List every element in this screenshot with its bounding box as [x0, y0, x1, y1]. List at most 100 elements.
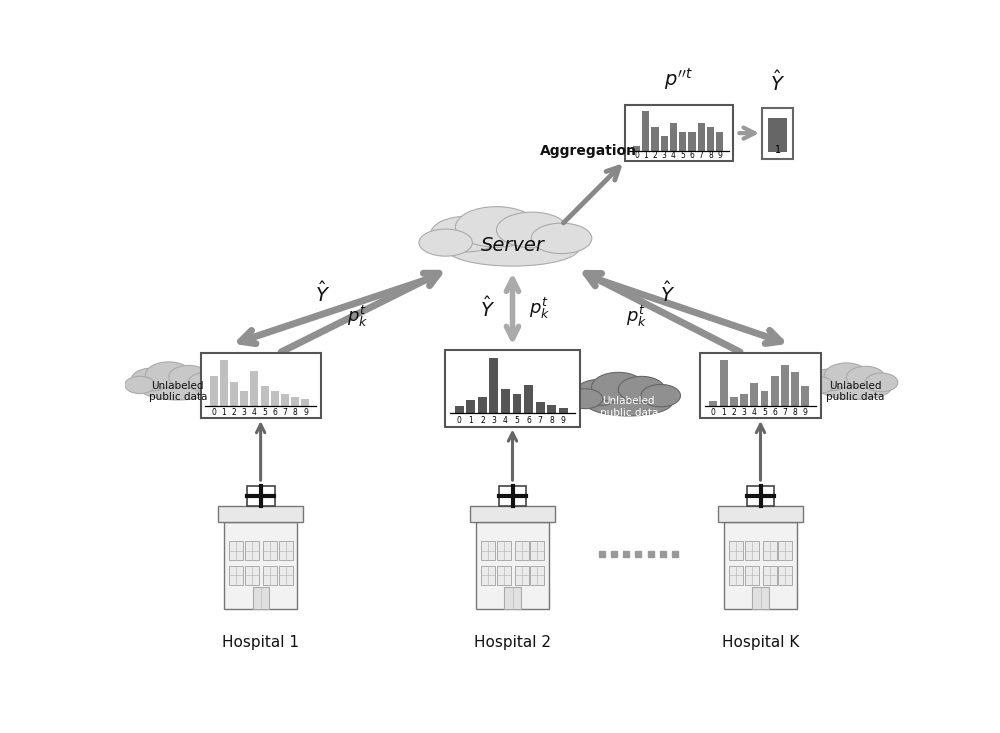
Bar: [679, 132, 686, 151]
Text: 9: 9: [561, 416, 566, 425]
Bar: [709, 401, 717, 407]
Ellipse shape: [824, 363, 869, 388]
Bar: [210, 376, 218, 407]
Ellipse shape: [805, 377, 833, 394]
FancyBboxPatch shape: [729, 541, 743, 561]
Ellipse shape: [169, 366, 209, 388]
Ellipse shape: [496, 212, 568, 248]
Ellipse shape: [140, 377, 215, 400]
FancyBboxPatch shape: [253, 586, 269, 609]
Text: 2: 2: [731, 408, 736, 417]
Text: 7: 7: [283, 408, 287, 417]
Bar: [271, 391, 279, 407]
Text: 8: 8: [293, 408, 298, 417]
Text: 1: 1: [774, 144, 781, 155]
Text: $\hat{Y}$: $\hat{Y}$: [660, 281, 675, 306]
FancyBboxPatch shape: [747, 486, 774, 507]
FancyBboxPatch shape: [515, 566, 529, 585]
FancyBboxPatch shape: [247, 486, 275, 507]
Bar: [698, 122, 705, 151]
Text: 0: 0: [211, 408, 216, 417]
Ellipse shape: [575, 380, 622, 405]
Bar: [536, 402, 545, 413]
FancyBboxPatch shape: [263, 566, 277, 585]
FancyBboxPatch shape: [476, 522, 549, 609]
FancyBboxPatch shape: [724, 522, 797, 609]
Text: 6: 6: [272, 408, 277, 417]
Ellipse shape: [592, 372, 645, 402]
FancyBboxPatch shape: [497, 566, 511, 585]
Bar: [547, 405, 556, 413]
Text: 1: 1: [221, 408, 226, 417]
FancyBboxPatch shape: [530, 541, 544, 561]
Text: 4: 4: [252, 408, 257, 417]
Text: Hospital K: Hospital K: [722, 635, 799, 649]
FancyBboxPatch shape: [762, 108, 793, 158]
Text: 1: 1: [469, 416, 473, 425]
Bar: [771, 376, 779, 407]
FancyBboxPatch shape: [245, 541, 259, 561]
Ellipse shape: [585, 389, 672, 416]
FancyBboxPatch shape: [778, 541, 792, 561]
FancyBboxPatch shape: [470, 507, 555, 522]
Ellipse shape: [419, 229, 472, 256]
FancyBboxPatch shape: [499, 486, 526, 507]
Text: Unlabeled
public data: Unlabeled public data: [600, 396, 658, 418]
Text: Unlabeled
public data: Unlabeled public data: [826, 381, 884, 402]
Bar: [281, 394, 289, 407]
Text: 8: 8: [793, 408, 797, 417]
Text: 9: 9: [303, 408, 308, 417]
Text: 7: 7: [538, 416, 542, 425]
Text: 5: 5: [680, 151, 685, 161]
Text: 4: 4: [671, 151, 676, 161]
Text: 4: 4: [752, 408, 757, 417]
Bar: [642, 111, 649, 151]
Text: $p''^t$: $p''^t$: [664, 67, 694, 92]
Bar: [791, 372, 799, 407]
Bar: [801, 386, 809, 407]
FancyBboxPatch shape: [745, 566, 759, 585]
Text: Unlabeled
public data: Unlabeled public data: [149, 381, 207, 402]
Bar: [466, 400, 475, 413]
FancyBboxPatch shape: [224, 522, 297, 609]
Text: 6: 6: [690, 151, 694, 161]
FancyBboxPatch shape: [229, 566, 243, 585]
Bar: [559, 408, 568, 413]
Bar: [633, 146, 640, 151]
Bar: [220, 360, 228, 407]
Text: 5: 5: [262, 408, 267, 417]
Ellipse shape: [865, 373, 898, 391]
Ellipse shape: [145, 362, 192, 388]
Text: 9: 9: [803, 408, 808, 417]
Text: 3: 3: [492, 416, 496, 425]
Bar: [768, 118, 787, 152]
Text: 0: 0: [711, 408, 716, 417]
Text: 0: 0: [457, 416, 462, 425]
FancyBboxPatch shape: [625, 105, 733, 161]
Bar: [781, 365, 789, 407]
Text: 8: 8: [708, 151, 713, 161]
Ellipse shape: [446, 230, 579, 266]
Bar: [230, 382, 238, 407]
Text: 8: 8: [549, 416, 554, 425]
Ellipse shape: [125, 376, 155, 394]
Bar: [240, 391, 248, 407]
Text: $p_k^t$: $p_k^t$: [529, 295, 550, 320]
Ellipse shape: [431, 216, 502, 252]
FancyBboxPatch shape: [218, 507, 303, 522]
FancyBboxPatch shape: [745, 541, 759, 561]
Bar: [489, 358, 498, 413]
Text: 3: 3: [742, 408, 746, 417]
Bar: [670, 122, 677, 151]
Text: 3: 3: [662, 151, 667, 161]
Bar: [707, 127, 714, 151]
Text: Aggregation: Aggregation: [540, 144, 637, 158]
Bar: [750, 383, 758, 407]
Ellipse shape: [455, 207, 537, 247]
Bar: [250, 371, 258, 407]
FancyBboxPatch shape: [700, 353, 821, 418]
Text: 2: 2: [480, 416, 485, 425]
Text: Hospital 1: Hospital 1: [222, 635, 299, 649]
FancyBboxPatch shape: [279, 541, 293, 561]
Bar: [512, 394, 521, 413]
